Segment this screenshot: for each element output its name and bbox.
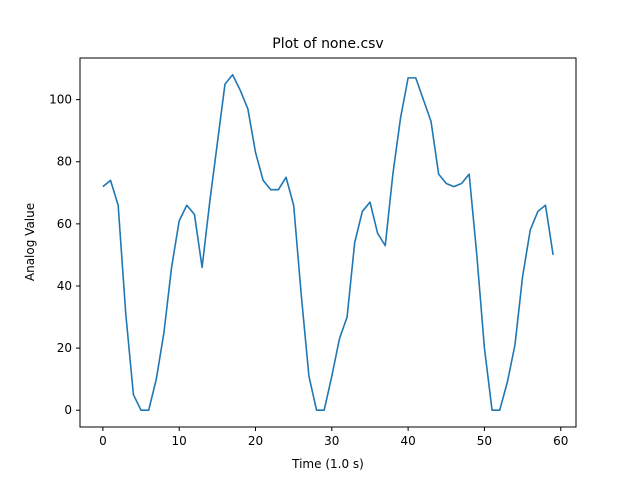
y-axis: 0 20 40 60 80 100 [49, 93, 80, 417]
chart-title: Plot of none.csv [272, 36, 383, 52]
y-tick-label: 20 [57, 341, 72, 355]
x-tick-label: 10 [172, 434, 187, 448]
y-tick-label: 100 [49, 93, 72, 107]
x-tick-label: 40 [400, 434, 415, 448]
x-tick-label: 60 [553, 434, 568, 448]
x-axis: 0 10 20 30 40 50 60 [99, 427, 568, 448]
y-tick-label: 40 [57, 279, 72, 293]
y-tick-label: 60 [57, 217, 72, 231]
x-tick-label: 50 [477, 434, 492, 448]
x-tick-label: 0 [99, 434, 107, 448]
y-axis-label: Analog Value [23, 203, 37, 281]
plot-area [79, 57, 577, 428]
x-axis-label: Time (1.0 s) [291, 457, 364, 471]
y-tick-label: 80 [57, 155, 72, 169]
y-tick-label: 0 [64, 403, 72, 417]
axes-frame [79, 57, 577, 428]
x-tick-label: 20 [248, 434, 263, 448]
series-line [102, 73, 554, 412]
x-tick-label: 30 [324, 434, 339, 448]
